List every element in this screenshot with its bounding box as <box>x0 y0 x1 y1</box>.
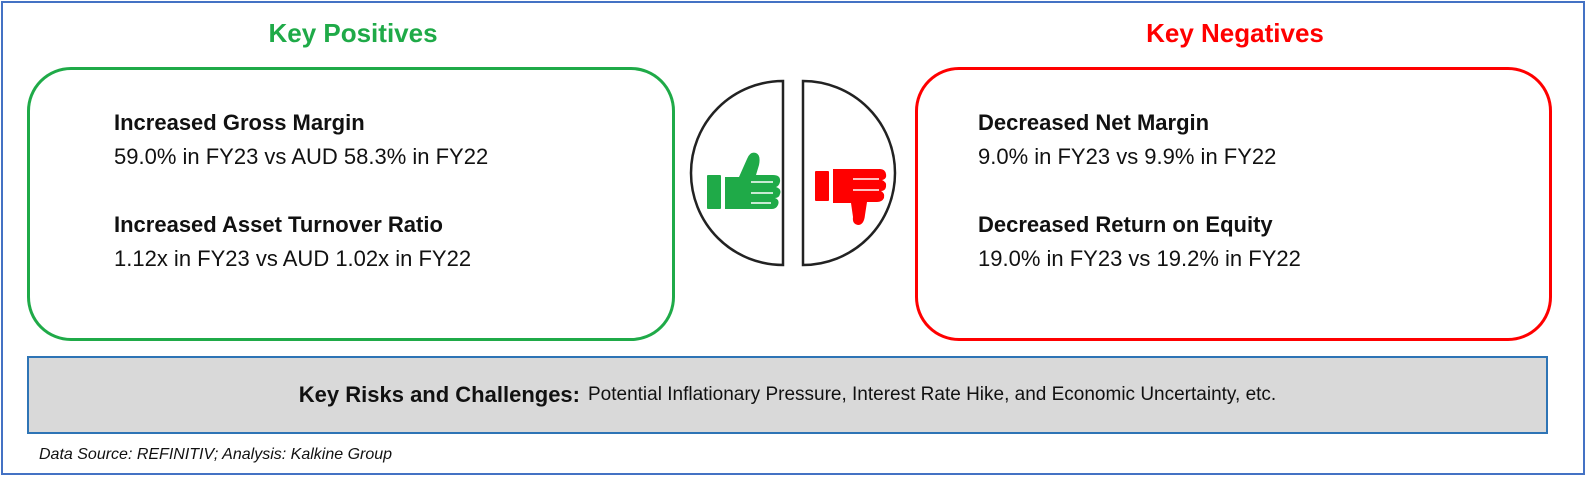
positive-item: Increased Asset Turnover Ratio 1.12x in … <box>114 210 471 274</box>
key-risks-banner: Key Risks and Challenges: Potential Infl… <box>27 356 1548 434</box>
left-half-circle <box>689 79 785 267</box>
positive-item: Increased Gross Margin 59.0% in FY23 vs … <box>114 108 488 172</box>
positive-item-title: Increased Asset Turnover Ratio <box>114 212 443 237</box>
positive-item-title: Increased Gross Margin <box>114 110 365 135</box>
key-positives-box: Increased Gross Margin 59.0% in FY23 vs … <box>27 67 675 341</box>
negative-item-title: Decreased Net Margin <box>978 110 1210 135</box>
thumbs-emblem <box>689 79 897 267</box>
key-risks-label: Key Risks and Challenges: <box>298 382 580 407</box>
negative-item-detail: 19.0% in FY23 vs 19.2% in FY22 <box>978 246 1301 271</box>
positive-item-detail: 59.0% in FY23 vs AUD 58.3% in FY22 <box>114 144 489 169</box>
negative-item: Decreased Return on Equity 19.0% in FY23… <box>978 210 1301 274</box>
negative-item-title: Decreased Return on Equity <box>978 212 1273 237</box>
key-positives-heading: Key Positives <box>268 18 438 48</box>
negative-item: Decreased Net Margin 9.0% in FY23 vs 9.9… <box>978 108 1276 172</box>
key-negatives-box: Decreased Net Margin 9.0% in FY23 vs 9.9… <box>915 67 1552 341</box>
key-risks-text: Potential Inflationary Pressure, Interes… <box>588 384 1277 405</box>
positive-item-detail: 1.12x in FY23 vs AUD 1.02x in FY22 <box>114 246 472 271</box>
key-negatives-heading: Key Negatives <box>1146 18 1324 48</box>
thumbs-up-icon <box>707 152 781 209</box>
thumbs-down-icon <box>815 169 887 225</box>
negative-item-detail: 9.0% in FY23 vs 9.9% in FY22 <box>978 144 1277 169</box>
data-source-note: Data Source: REFINITIV; Analysis: Kalkin… <box>39 446 393 463</box>
